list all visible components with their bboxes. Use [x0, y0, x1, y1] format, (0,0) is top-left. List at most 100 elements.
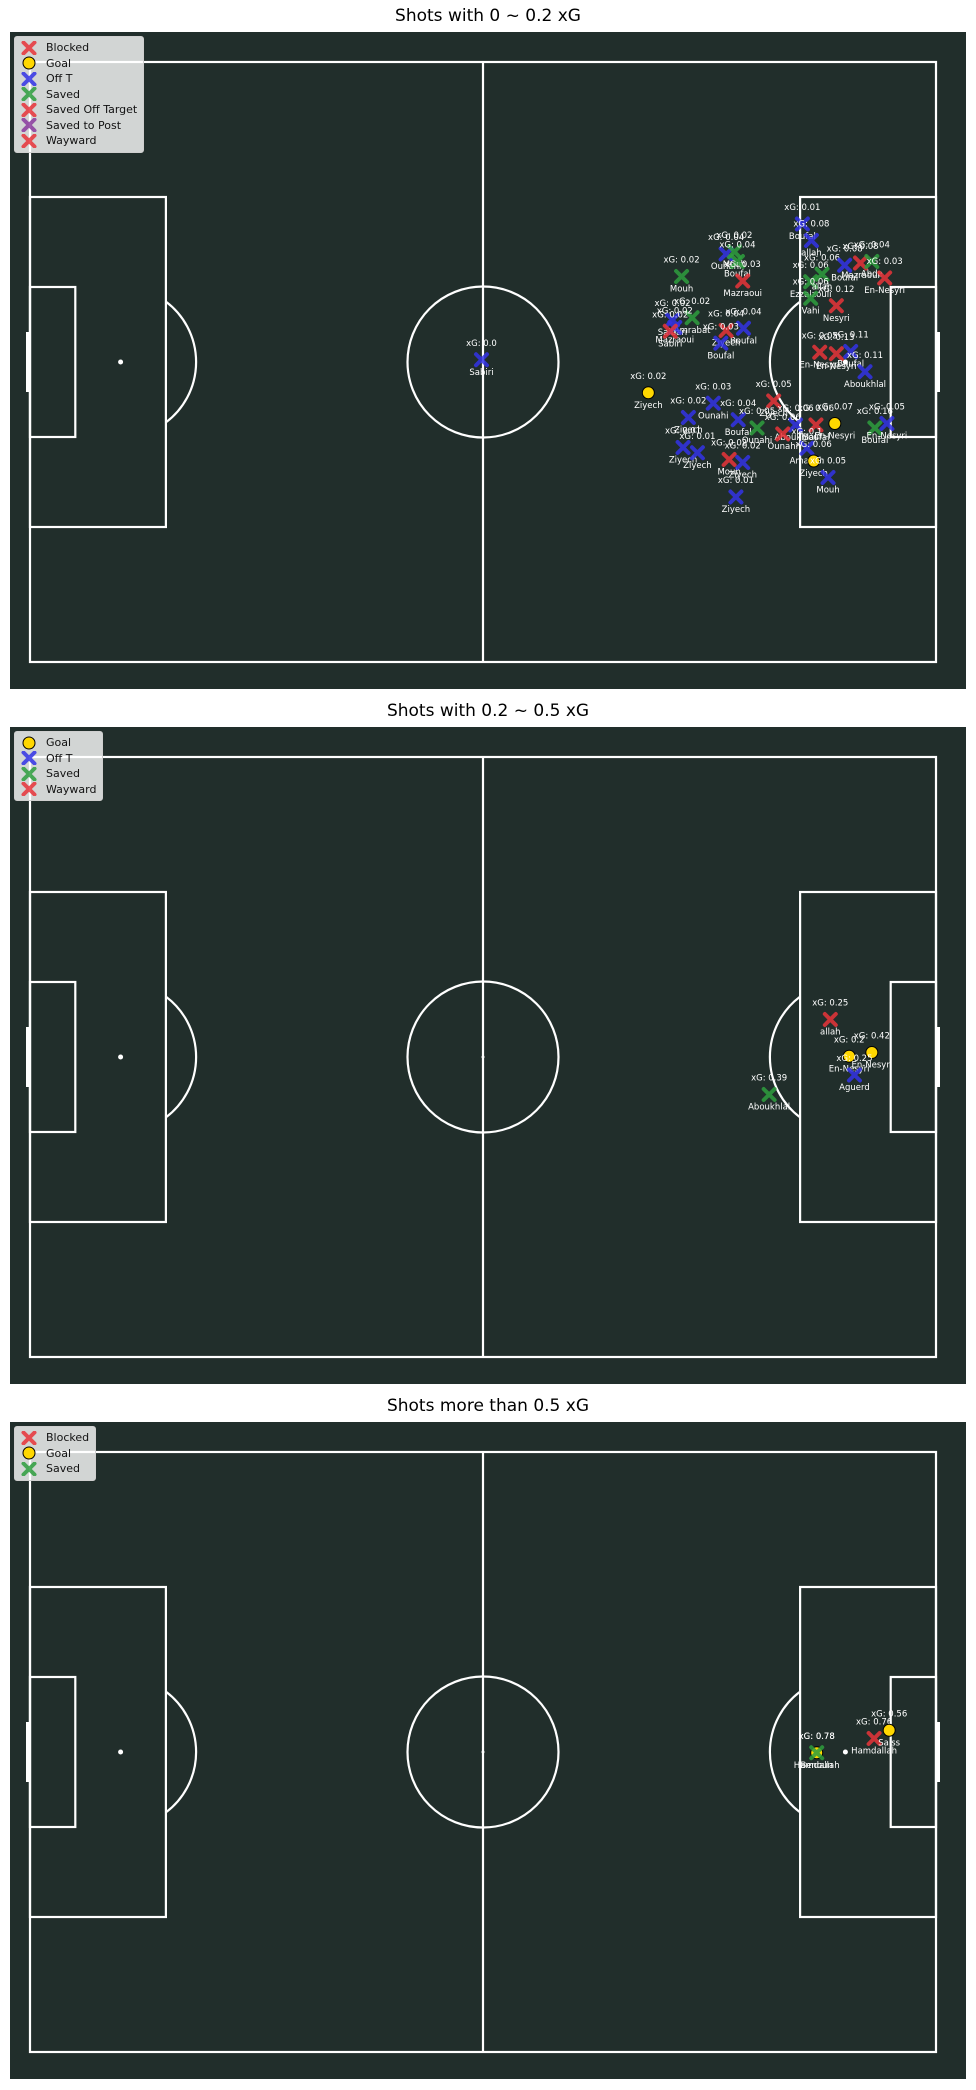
- legend-symbol: [21, 782, 37, 797]
- center-spot: [481, 1750, 485, 1754]
- shot-xg-label: xG: 0.02: [711, 439, 747, 449]
- shot-marker: [730, 412, 746, 428]
- shot-marker: [713, 335, 729, 351]
- chart-title-2: Shots with 0.2 ~ 0.5 xG: [386, 701, 590, 721]
- shot-player-label: Ziyech: [728, 471, 757, 481]
- shot-xg-label: xG: 0.07: [817, 403, 853, 413]
- legend-label: Off T: [46, 72, 73, 86]
- right-penalty-arc: [768, 995, 801, 1119]
- shot-marker: [803, 233, 819, 248]
- shot-marker: [803, 274, 819, 290]
- shot-xg-label: xG: 0.1: [792, 427, 823, 437]
- shot-player-label: Nesyri: [823, 314, 850, 324]
- shot-player-label: Ziyech: [634, 401, 663, 411]
- left-penalty-arc: [165, 995, 198, 1119]
- shot-xg-label: xG: 0.0: [466, 339, 497, 349]
- shot-xg-label: xG: 0.02: [654, 299, 690, 309]
- shot-xg-label: xG: 0.05: [802, 331, 838, 341]
- shot-marker: [865, 1046, 879, 1059]
- center-circle: [406, 285, 560, 439]
- shot-player-label: allah: [812, 282, 833, 292]
- shot-player-label: En-Nesyri: [814, 432, 855, 442]
- legend-item: Goal: [21, 56, 137, 72]
- shot-player-label: Boufal: [725, 428, 752, 438]
- shot-player-label: Aboukhlal: [748, 1103, 790, 1113]
- shot-player-label: Ziyech: [669, 456, 698, 466]
- pitch-2: [10, 727, 966, 1384]
- shot-xg-label: xG: 0.06: [798, 404, 834, 414]
- legend-symbol: [21, 71, 37, 86]
- legend-label: Blocked: [46, 41, 90, 55]
- legend-label: Goal: [46, 56, 72, 70]
- shot-player-label: Abde: [861, 270, 883, 280]
- shot-player-label: En-Nesyri: [867, 432, 908, 442]
- legend-marker: [21, 87, 37, 102]
- legend-symbol: [21, 133, 37, 148]
- shot-xg-label: xG: 0.02: [725, 442, 761, 452]
- legend-label: Saved: [46, 1462, 80, 1476]
- shot-xg-label: xG: 0.04: [708, 233, 744, 243]
- shot-player-label: Boufal: [831, 273, 858, 283]
- shot-xg-label: xG: 0.2: [834, 1035, 865, 1045]
- shot-player-label: Aboukhlal: [844, 380, 886, 390]
- legend-label: Saved: [46, 87, 80, 101]
- shot-player-label: Ziyech: [759, 409, 788, 419]
- legend-item: Saved: [21, 87, 137, 103]
- shot-player-label: Ziyech: [722, 505, 751, 515]
- shot-player-label: Hamdallah: [851, 1747, 897, 1757]
- shot-player-label: Aguerd: [839, 1083, 870, 1093]
- shot-player-label: Ounahi: [711, 262, 741, 272]
- legend-item: Off T: [21, 71, 137, 87]
- left-penalty-spot: [118, 1054, 124, 1060]
- shot-marker: [788, 417, 804, 433]
- shot-xg-label: xG: 0.02: [630, 372, 666, 382]
- shot-xg-label: xG: 0.06: [778, 404, 814, 414]
- shot-marker: [867, 420, 883, 436]
- right-penalty-arc: [768, 1690, 801, 1814]
- shot-marker: [674, 269, 690, 284]
- shot-xg-label: xG: 0.05: [756, 380, 792, 390]
- shot-player-label: Ziyech: [683, 461, 712, 471]
- legend-item: Off T: [21, 751, 96, 767]
- legend-item: Wayward: [21, 782, 96, 798]
- shot-xg-label: xG: 0.13: [818, 333, 854, 343]
- shot-marker: [877, 270, 893, 286]
- shot-player-label: Mazraoui: [841, 271, 880, 281]
- shot-marker: [853, 255, 868, 271]
- shot-player-label: Saiss: [878, 1738, 900, 1748]
- shot-player-label: Boufal: [730, 336, 757, 346]
- shot-marker: [761, 1087, 777, 1102]
- shot-player-label: Mazraoui: [655, 336, 694, 346]
- legend-marker: [21, 40, 37, 55]
- shot-xg-label: xG: 0.01: [784, 203, 820, 213]
- shot-marker: [842, 1049, 856, 1063]
- right-penalty-spot: [842, 1749, 848, 1755]
- shot-player-label: Hamdallah: [794, 1761, 840, 1771]
- shot-xg-label: xG: 0.04: [708, 310, 744, 320]
- shot-marker: [828, 346, 844, 362]
- center-circle: [406, 1675, 560, 1829]
- shot-player-label: Sabiri: [469, 368, 493, 378]
- shot-marker: [843, 344, 859, 359]
- legend-marker: [21, 766, 37, 781]
- shot-player-label: Benoun: [800, 1761, 832, 1771]
- legend-item: Saved: [21, 766, 96, 782]
- legend-symbol: [21, 102, 37, 117]
- shot-marker: [882, 1723, 896, 1737]
- shot-player-label: En-Nesyri: [799, 360, 840, 370]
- legend-3: Blocked Goal Saved: [14, 1426, 97, 1481]
- shot-marker: [705, 395, 721, 411]
- shot-player-label: Ziyech: [799, 469, 828, 479]
- shot-marker: [799, 440, 815, 456]
- legend-symbol: [21, 118, 37, 133]
- shot-xg-label: xG: 0.02: [674, 297, 710, 307]
- shot-xg-label: xG: 0.11: [847, 351, 883, 361]
- shot-xg-label: xG: 0.06: [804, 253, 840, 263]
- shot-player-label: Mouh: [717, 468, 740, 478]
- shot-xg-label: xG: 0.06: [793, 277, 829, 287]
- shot-player-label: Ounahi: [698, 411, 728, 421]
- chart-title-1: Shots with 0 ~ 0.2 xG: [395, 6, 581, 26]
- shot-marker: [718, 323, 734, 338]
